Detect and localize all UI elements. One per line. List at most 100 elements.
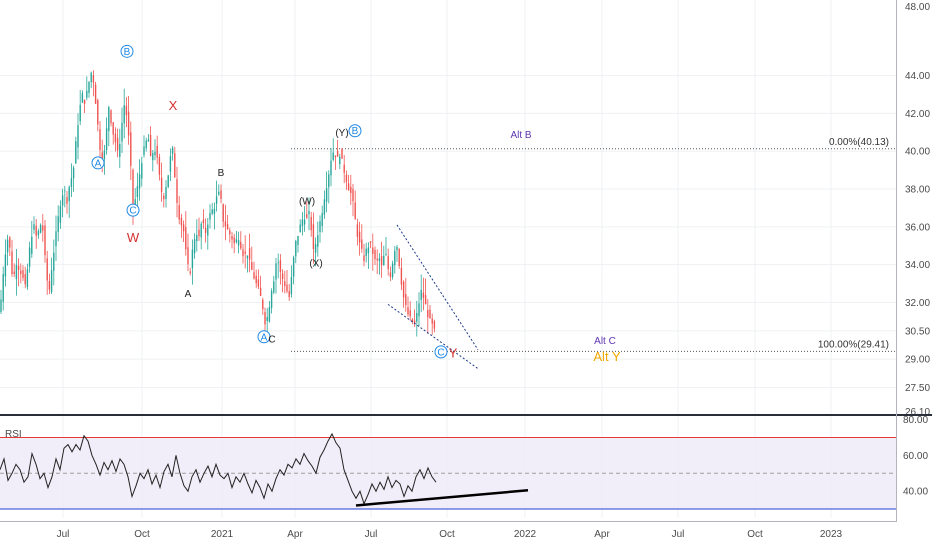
time-tick-label: Apr bbox=[594, 529, 610, 540]
candle-body bbox=[321, 213, 323, 226]
candle-body bbox=[330, 160, 332, 176]
price-tick-label: 48.00 bbox=[905, 2, 930, 13]
candle-body bbox=[99, 129, 101, 151]
candle-body bbox=[154, 151, 156, 156]
candle-body bbox=[169, 156, 172, 172]
candle-body bbox=[345, 174, 348, 182]
candle-body bbox=[334, 155, 337, 158]
candle-body bbox=[303, 219, 306, 225]
candle-body bbox=[299, 224, 301, 233]
candle-body bbox=[306, 214, 308, 218]
candle-body bbox=[264, 312, 266, 325]
price-tick-label: 30.50 bbox=[905, 326, 930, 337]
candle-body bbox=[180, 217, 183, 226]
rsi-trendline bbox=[355, 489, 529, 507]
candle-body bbox=[55, 231, 57, 247]
rsi-tick-label: 40.00 bbox=[903, 487, 928, 498]
candle-body bbox=[72, 167, 75, 179]
candle-body bbox=[268, 307, 271, 322]
wave-label-circle bbox=[257, 330, 271, 344]
time-tick-label: Oct bbox=[134, 529, 150, 540]
candle-body bbox=[418, 303, 420, 317]
candle-body bbox=[127, 111, 130, 136]
candle-body bbox=[112, 122, 114, 135]
time-tick-label: Apr bbox=[287, 529, 303, 540]
candle-body bbox=[2, 273, 4, 302]
candle-body bbox=[31, 236, 33, 254]
candle-body bbox=[365, 248, 367, 256]
candle-body bbox=[88, 81, 90, 94]
candle-body bbox=[75, 141, 77, 164]
candle-body bbox=[319, 221, 321, 232]
candle-body bbox=[123, 105, 125, 124]
candle-body bbox=[138, 174, 141, 189]
candle-body bbox=[86, 90, 88, 98]
candle-body bbox=[165, 186, 167, 199]
candle-body bbox=[59, 205, 62, 223]
candle-body bbox=[213, 208, 216, 214]
candle-body bbox=[361, 239, 363, 249]
candle-body bbox=[79, 104, 81, 122]
wave-label: (W) bbox=[299, 196, 315, 207]
candle-body bbox=[94, 84, 97, 104]
candle-body bbox=[198, 229, 200, 237]
candle-body bbox=[354, 202, 356, 220]
wave-label: W bbox=[127, 230, 140, 245]
candle-body bbox=[385, 253, 387, 255]
wave-label: B bbox=[124, 47, 131, 58]
candle-body bbox=[158, 156, 161, 175]
candle-body bbox=[229, 230, 231, 235]
trend-line bbox=[387, 303, 479, 370]
candle-body bbox=[83, 99, 86, 104]
candle-body bbox=[66, 197, 68, 204]
candle-body bbox=[363, 255, 365, 262]
price-tick-label: 32.00 bbox=[905, 298, 930, 309]
candle-body bbox=[48, 281, 51, 290]
candle-body bbox=[44, 225, 46, 256]
candle-body bbox=[332, 152, 334, 160]
candle-body bbox=[211, 209, 213, 214]
candle-body bbox=[193, 239, 196, 254]
candle-body bbox=[411, 319, 414, 322]
candle-body bbox=[207, 224, 209, 236]
price-tick-label: 36.00 bbox=[905, 222, 930, 233]
candle-body bbox=[240, 241, 242, 249]
candle-body bbox=[171, 147, 174, 154]
wave-label-circle bbox=[434, 345, 448, 359]
candle-body bbox=[70, 178, 73, 187]
price-tick-label: 42.00 bbox=[905, 109, 930, 120]
fib-layer: 0.00%(40.13) 100.00%(29.41) bbox=[291, 137, 896, 352]
candle-body bbox=[156, 145, 158, 158]
candle-body bbox=[301, 219, 304, 227]
candle-body bbox=[325, 188, 328, 202]
candle-body bbox=[255, 275, 257, 284]
rsi-line bbox=[0, 432, 437, 506]
candle-body bbox=[413, 320, 416, 324]
wave-label: X bbox=[169, 98, 178, 113]
candle-body bbox=[218, 191, 220, 195]
candle-body bbox=[339, 156, 341, 165]
candle-body bbox=[108, 107, 110, 132]
candle-body bbox=[114, 133, 117, 143]
candle-body bbox=[226, 224, 229, 230]
time-tick-label: 2023 bbox=[820, 529, 843, 540]
candle-body bbox=[105, 128, 108, 151]
candle-body bbox=[376, 258, 378, 261]
candle-body bbox=[314, 244, 317, 253]
candle-body bbox=[176, 179, 178, 203]
candle-body bbox=[149, 134, 152, 156]
candle-body bbox=[259, 287, 262, 296]
candle-body bbox=[152, 153, 154, 161]
candle-body bbox=[433, 321, 436, 329]
candle-body bbox=[209, 213, 211, 220]
candle-body bbox=[400, 267, 403, 285]
candle-body bbox=[185, 227, 187, 250]
alt-annotation: Alt Y bbox=[593, 349, 621, 364]
wave-label: B bbox=[352, 126, 359, 137]
wave-label: Y bbox=[449, 345, 458, 360]
candle-body bbox=[50, 270, 53, 292]
price-tick-label: 40.00 bbox=[905, 147, 930, 158]
candle-body bbox=[347, 183, 350, 191]
fib-level-label: 100.00%(29.41) bbox=[818, 339, 889, 350]
candle-body bbox=[429, 309, 431, 319]
